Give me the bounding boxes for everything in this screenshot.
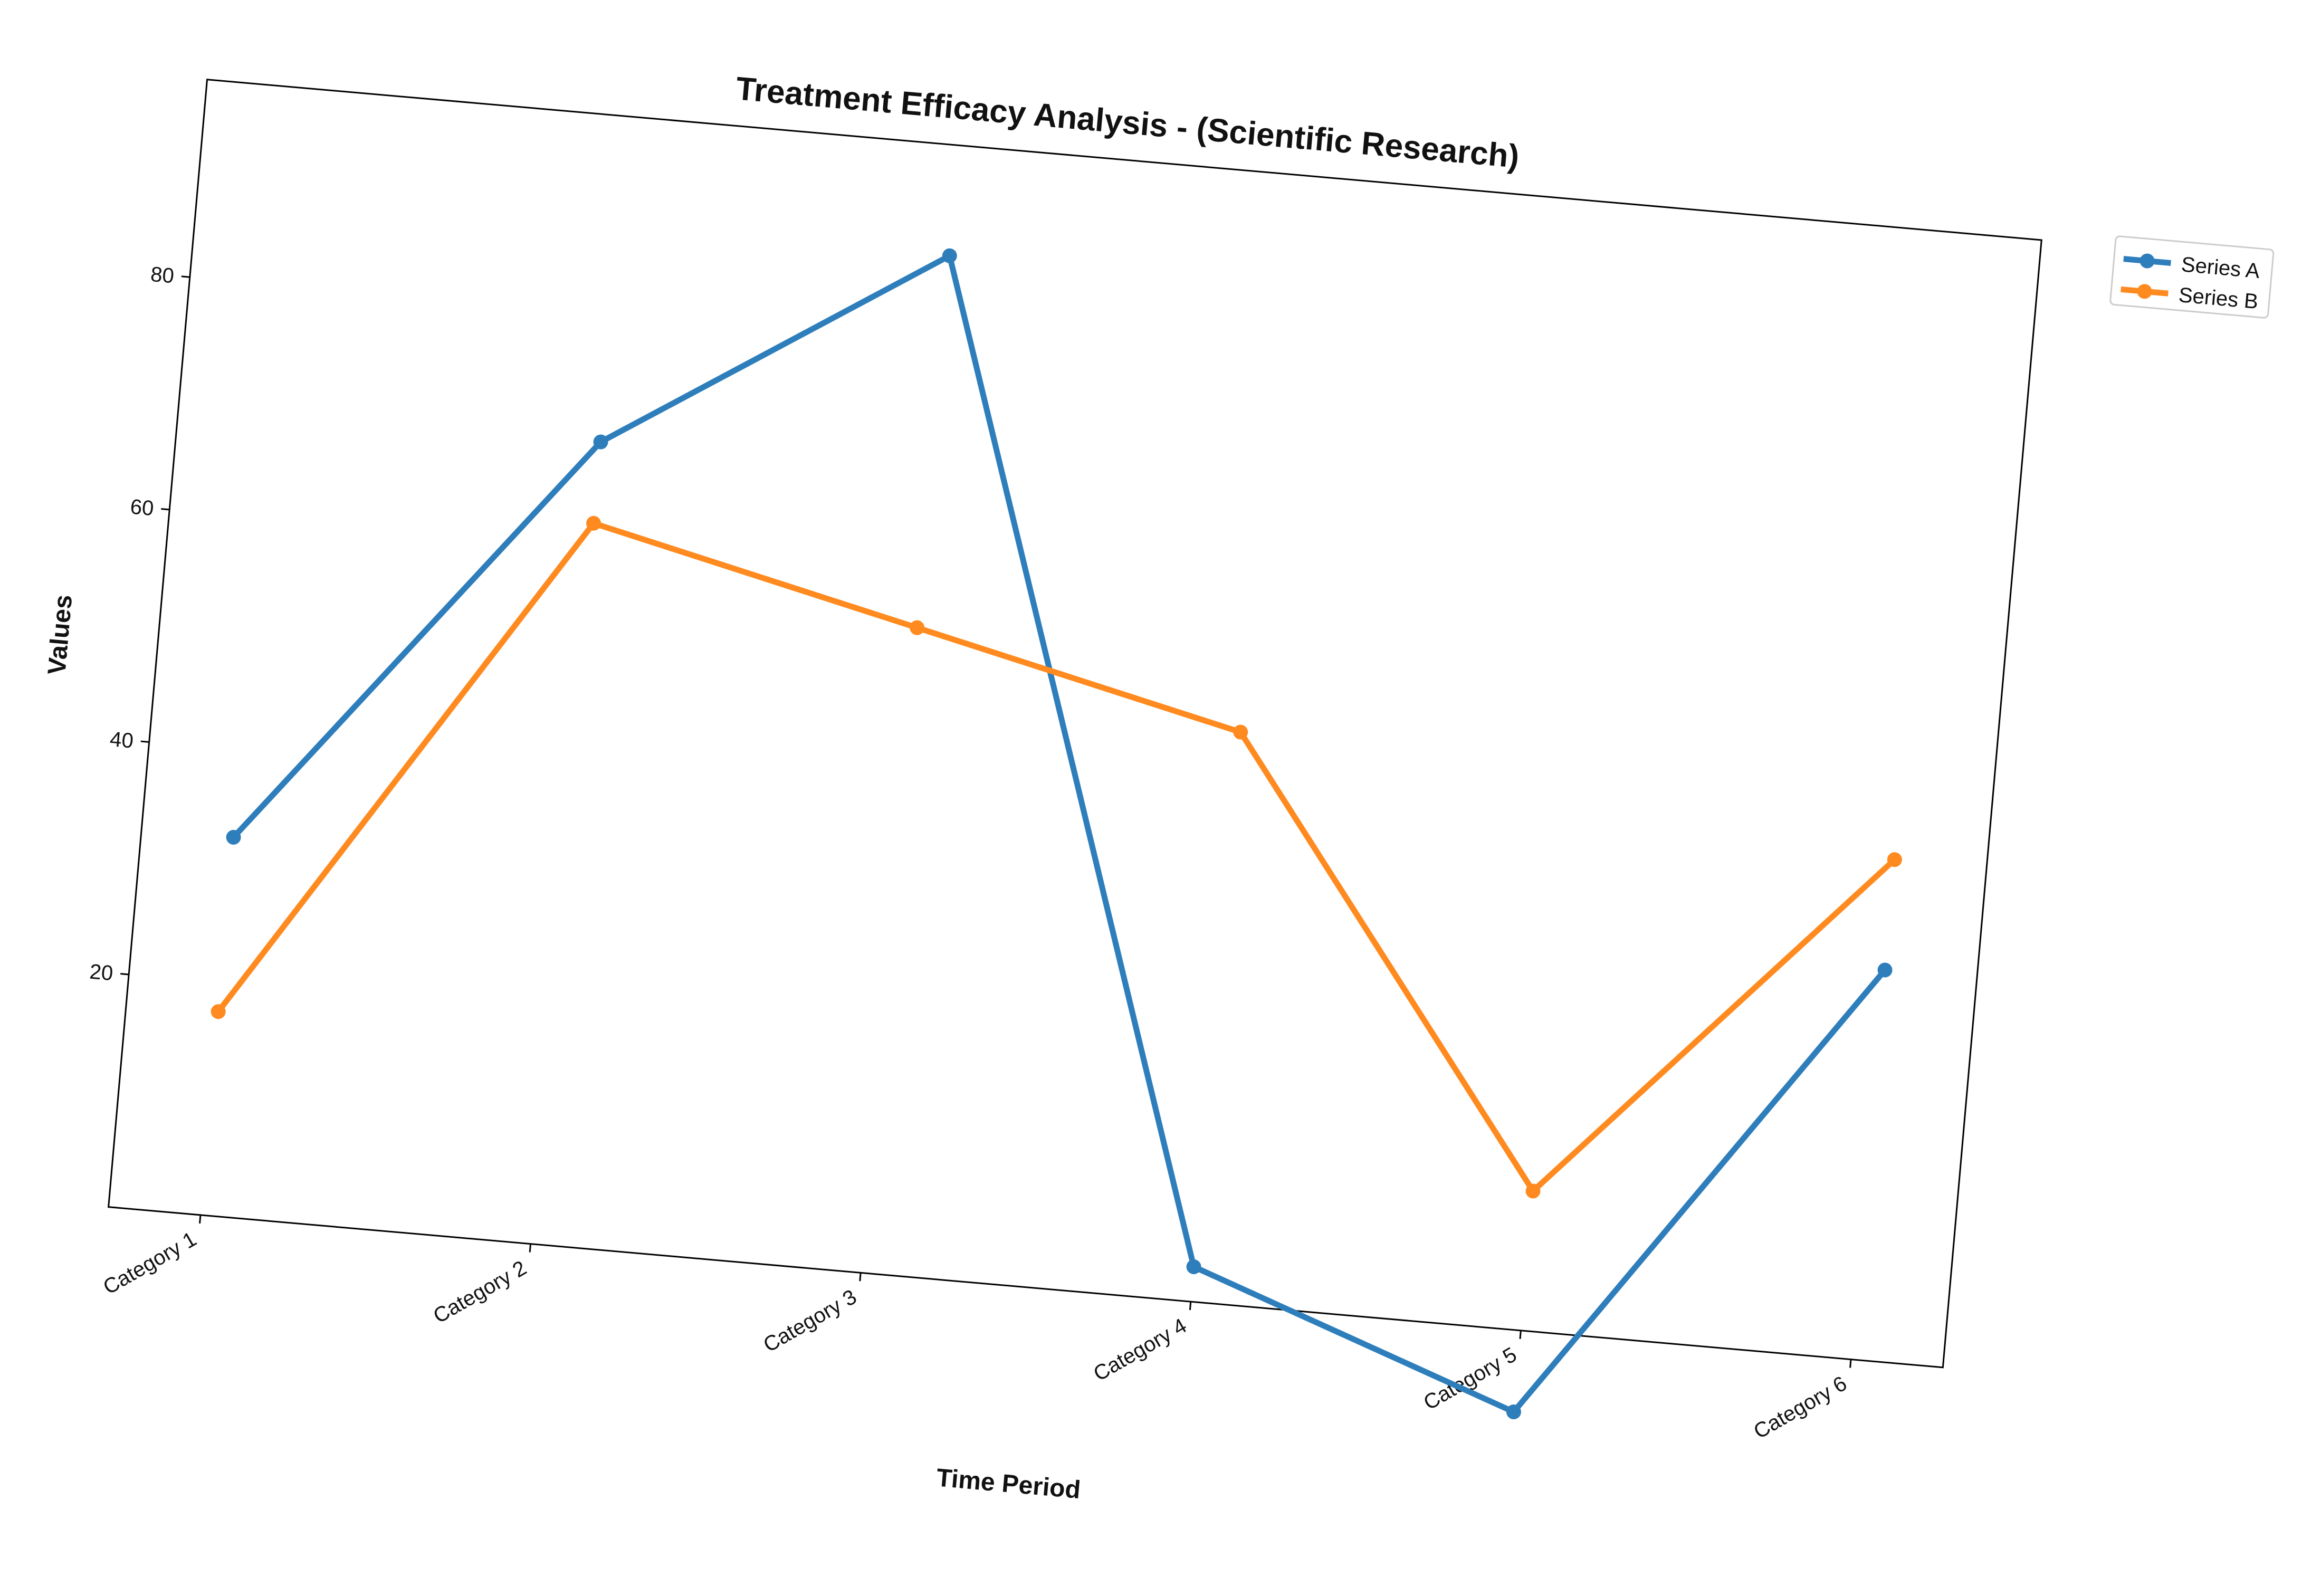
y-tick-label: 60 <box>129 495 155 520</box>
data-point <box>1877 962 1893 978</box>
data-point <box>593 434 608 450</box>
y-tick-mark <box>181 275 190 278</box>
x-tick-mark <box>859 1273 862 1282</box>
plot-area-frame <box>107 79 2042 1369</box>
data-point <box>942 248 957 263</box>
data-point <box>586 515 601 531</box>
data-point <box>1186 1259 1201 1274</box>
y-tick-mark <box>140 740 149 743</box>
x-tick-label: Category 2 <box>429 1256 530 1328</box>
data-point <box>1887 852 1902 867</box>
data-point <box>226 829 241 845</box>
x-tick-mark <box>1849 1359 1852 1368</box>
data-point <box>1525 1183 1541 1199</box>
y-tick-label: 20 <box>89 960 114 986</box>
data-point <box>1233 724 1248 740</box>
data-point <box>1506 1404 1521 1420</box>
legend-marker <box>2137 284 2152 299</box>
x-axis-title: Time Period <box>935 1464 1082 1504</box>
data-point <box>910 620 925 635</box>
x-tick-label: Category 6 <box>1750 1372 1850 1444</box>
series-line-2 <box>215 520 1898 1194</box>
x-tick-mark <box>1519 1330 1522 1339</box>
data-point <box>211 1004 226 1019</box>
series-line-1 <box>231 253 1888 1415</box>
y-tick-label: 80 <box>150 263 175 288</box>
legend-marker <box>2139 253 2155 269</box>
y-axis-title: Values <box>43 594 78 676</box>
y-tick-label: 40 <box>109 728 134 753</box>
x-tick-label: Category 3 <box>760 1285 861 1357</box>
x-tick-label: Category 1 <box>99 1227 200 1299</box>
x-tick-label: Category 4 <box>1090 1314 1190 1386</box>
